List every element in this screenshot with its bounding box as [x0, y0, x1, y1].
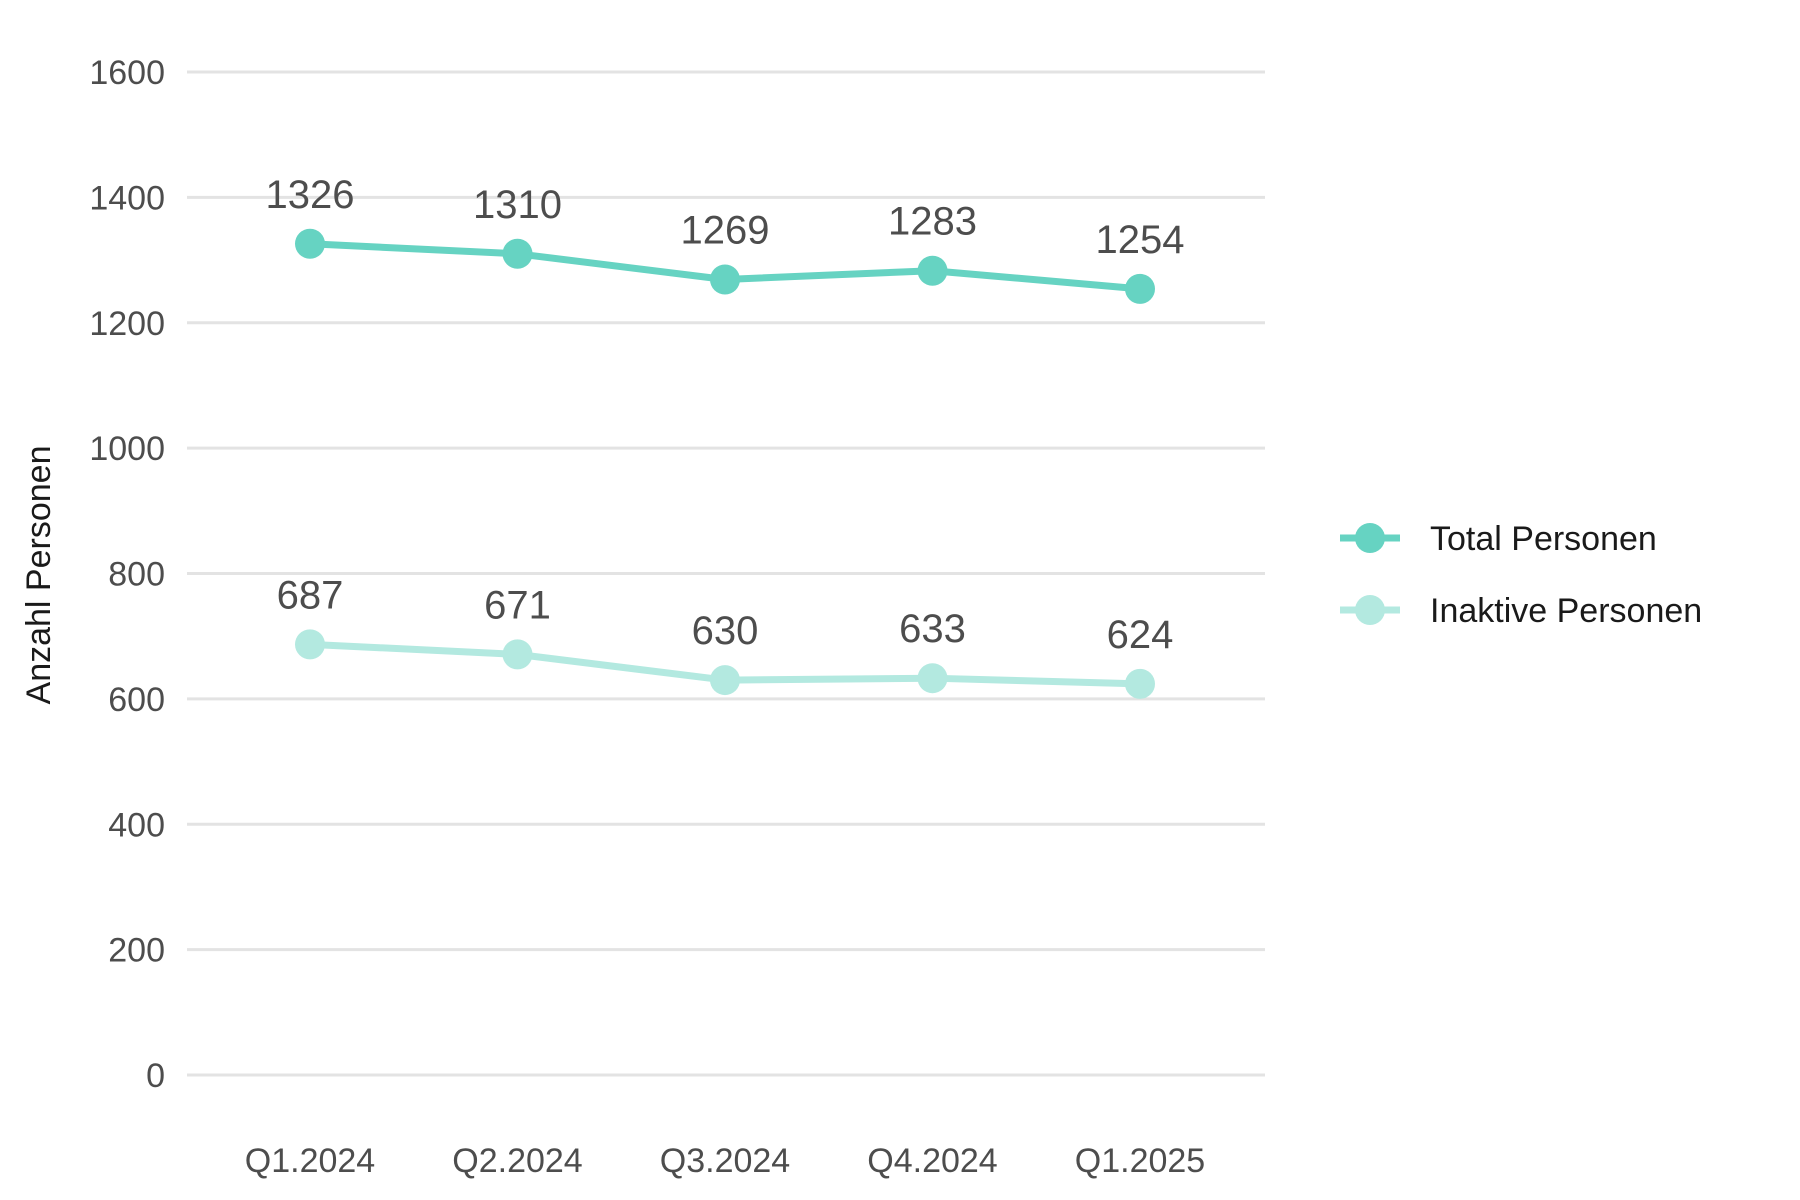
data-label: 1254	[1096, 218, 1185, 262]
data-point	[502, 238, 533, 269]
data-label: 671	[484, 583, 551, 627]
data-label: 624	[1107, 613, 1174, 657]
x-tick-label: Q1.2025	[1075, 1142, 1205, 1180]
legend-label: Total Personen	[1430, 520, 1657, 558]
data-point	[295, 629, 325, 660]
legend: Total Personen Inaktive Personen	[1340, 520, 1702, 630]
data-point	[710, 665, 740, 696]
data-label: 1326	[266, 173, 355, 217]
x-tick-label: Q3.2024	[660, 1142, 790, 1180]
y-tick-label: 1600	[89, 54, 165, 92]
y-tick-label: 400	[108, 806, 165, 844]
data-point	[917, 663, 948, 694]
x-tick-label: Q4.2024	[867, 1142, 997, 1180]
data-label: 630	[692, 609, 759, 653]
y-tick-label: 1000	[89, 430, 165, 468]
series-group: 687 671 630 633 624	[277, 573, 1174, 699]
legend-marker	[1355, 595, 1385, 625]
y-tick-label: 1200	[89, 305, 165, 343]
data-point	[1125, 273, 1155, 304]
x-axis-ticks: Q1.2024 Q2.2024 Q3.2024 Q4.2024 Q1.2025	[245, 1142, 1205, 1180]
x-tick-label: Q1.2024	[245, 1142, 375, 1180]
data-label: 1269	[681, 208, 770, 252]
gridlines	[187, 70, 1265, 1077]
y-tick-label: 1400	[89, 179, 165, 217]
y-tick-label: 600	[108, 681, 165, 719]
y-tick-label: 200	[108, 932, 165, 970]
legend-item: Total Personen	[1340, 520, 1657, 558]
data-point	[1125, 668, 1155, 699]
series-group: 1326 1310 1269 1283 1254	[266, 173, 1185, 304]
data-point	[295, 228, 325, 259]
x-tick-label: Q2.2024	[452, 1142, 582, 1180]
legend-item: Inaktive Personen	[1340, 592, 1702, 630]
y-axis-ticks: 0 200 400 600 800 1000 1200 1400 1600	[89, 54, 165, 1095]
y-tick-label: 800	[108, 556, 165, 594]
data-label: 687	[277, 573, 344, 617]
data-point	[502, 639, 533, 670]
data-point	[710, 264, 740, 295]
y-tick-label: 0	[146, 1057, 165, 1095]
series-layer: 1326 1310 1269 1283 1254 687 671 630 633 624	[266, 173, 1185, 699]
y-axis-title: Anzahl Personen	[20, 446, 58, 705]
data-label: 1283	[888, 200, 977, 244]
legend-label: Inaktive Personen	[1430, 592, 1702, 630]
data-label: 633	[899, 607, 966, 651]
data-label: 1310	[473, 183, 562, 227]
legend-marker	[1355, 523, 1385, 553]
data-point	[917, 255, 948, 286]
